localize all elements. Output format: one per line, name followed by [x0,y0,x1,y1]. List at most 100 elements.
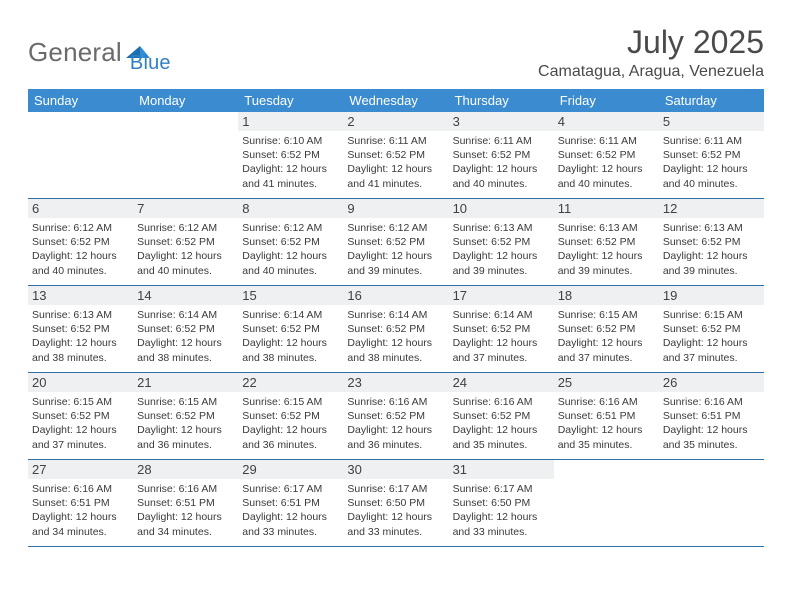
day-cell: 28Sunrise: 6:16 AMSunset: 6:51 PMDayligh… [133,460,238,546]
sunset-text: Sunset: 6:52 PM [558,322,655,336]
day-number: 31 [449,460,554,479]
day-info: Sunrise: 6:16 AMSunset: 6:52 PMDaylight:… [453,395,550,452]
sunrise-text: Sunrise: 6:15 AM [242,395,339,409]
week-row: 20Sunrise: 6:15 AMSunset: 6:52 PMDayligh… [28,373,764,460]
sunset-text: Sunset: 6:50 PM [347,496,444,510]
day-cell: 20Sunrise: 6:15 AMSunset: 6:52 PMDayligh… [28,373,133,459]
day-cell [133,112,238,198]
calendar: Sunday Monday Tuesday Wednesday Thursday… [28,89,764,547]
day-info: Sunrise: 6:17 AMSunset: 6:50 PMDaylight:… [347,482,444,539]
daylight-text: Daylight: 12 hours and 38 minutes. [347,336,444,364]
day-cell [554,460,659,546]
sunrise-text: Sunrise: 6:12 AM [32,221,129,235]
sunrise-text: Sunrise: 6:16 AM [663,395,760,409]
daylight-text: Daylight: 12 hours and 37 minutes. [663,336,760,364]
day-info: Sunrise: 6:12 AMSunset: 6:52 PMDaylight:… [242,221,339,278]
sunset-text: Sunset: 6:52 PM [242,322,339,336]
sunrise-text: Sunrise: 6:11 AM [453,134,550,148]
weekday-header: Tuesday [238,89,343,112]
day-info: Sunrise: 6:15 AMSunset: 6:52 PMDaylight:… [663,308,760,365]
sunset-text: Sunset: 6:52 PM [347,235,444,249]
sunrise-text: Sunrise: 6:17 AM [347,482,444,496]
day-cell: 31Sunrise: 6:17 AMSunset: 6:50 PMDayligh… [449,460,554,546]
sunrise-text: Sunrise: 6:10 AM [242,134,339,148]
day-number: 29 [238,460,343,479]
weekday-header: Sunday [28,89,133,112]
sunset-text: Sunset: 6:52 PM [558,235,655,249]
sunrise-text: Sunrise: 6:16 AM [558,395,655,409]
day-number: 2 [343,112,448,131]
sunrise-text: Sunrise: 6:12 AM [137,221,234,235]
sunset-text: Sunset: 6:52 PM [453,148,550,162]
weekday-header-row: Sunday Monday Tuesday Wednesday Thursday… [28,89,764,112]
day-number: 18 [554,286,659,305]
day-info: Sunrise: 6:15 AMSunset: 6:52 PMDaylight:… [242,395,339,452]
sunrise-text: Sunrise: 6:14 AM [347,308,444,322]
sunrise-text: Sunrise: 6:12 AM [242,221,339,235]
day-info: Sunrise: 6:12 AMSunset: 6:52 PMDaylight:… [32,221,129,278]
sunset-text: Sunset: 6:52 PM [137,409,234,423]
day-number: 16 [343,286,448,305]
day-cell: 27Sunrise: 6:16 AMSunset: 6:51 PMDayligh… [28,460,133,546]
day-number: 27 [28,460,133,479]
day-cell: 25Sunrise: 6:16 AMSunset: 6:51 PMDayligh… [554,373,659,459]
sunrise-text: Sunrise: 6:16 AM [137,482,234,496]
day-cell: 14Sunrise: 6:14 AMSunset: 6:52 PMDayligh… [133,286,238,372]
sunrise-text: Sunrise: 6:16 AM [347,395,444,409]
day-number: 13 [28,286,133,305]
day-info: Sunrise: 6:16 AMSunset: 6:51 PMDaylight:… [137,482,234,539]
sunset-text: Sunset: 6:52 PM [137,322,234,336]
daylight-text: Daylight: 12 hours and 33 minutes. [453,510,550,538]
daylight-text: Daylight: 12 hours and 39 minutes. [558,249,655,277]
brand-logo: General Blue [28,30,171,75]
day-info: Sunrise: 6:15 AMSunset: 6:52 PMDaylight:… [32,395,129,452]
day-number: 26 [659,373,764,392]
weekday-header: Monday [133,89,238,112]
day-cell: 2Sunrise: 6:11 AMSunset: 6:52 PMDaylight… [343,112,448,198]
sunset-text: Sunset: 6:52 PM [347,148,444,162]
sunset-text: Sunset: 6:52 PM [347,409,444,423]
sunset-text: Sunset: 6:52 PM [453,322,550,336]
daylight-text: Daylight: 12 hours and 37 minutes. [558,336,655,364]
location-subtitle: Camatagua, Aragua, Venezuela [538,63,764,81]
sunrise-text: Sunrise: 6:14 AM [242,308,339,322]
daylight-text: Daylight: 12 hours and 33 minutes. [347,510,444,538]
daylight-text: Daylight: 12 hours and 40 minutes. [32,249,129,277]
sunrise-text: Sunrise: 6:13 AM [558,221,655,235]
day-cell: 13Sunrise: 6:13 AMSunset: 6:52 PMDayligh… [28,286,133,372]
day-cell: 5Sunrise: 6:11 AMSunset: 6:52 PMDaylight… [659,112,764,198]
sunrise-text: Sunrise: 6:15 AM [32,395,129,409]
weeks-container: 1Sunrise: 6:10 AMSunset: 6:52 PMDaylight… [28,112,764,547]
sunset-text: Sunset: 6:51 PM [242,496,339,510]
weekday-header: Friday [554,89,659,112]
day-info: Sunrise: 6:12 AMSunset: 6:52 PMDaylight:… [137,221,234,278]
daylight-text: Daylight: 12 hours and 35 minutes. [558,423,655,451]
day-cell: 7Sunrise: 6:12 AMSunset: 6:52 PMDaylight… [133,199,238,285]
day-cell: 4Sunrise: 6:11 AMSunset: 6:52 PMDaylight… [554,112,659,198]
sunset-text: Sunset: 6:52 PM [242,148,339,162]
sunset-text: Sunset: 6:51 PM [137,496,234,510]
daylight-text: Daylight: 12 hours and 34 minutes. [32,510,129,538]
day-cell: 1Sunrise: 6:10 AMSunset: 6:52 PMDaylight… [238,112,343,198]
day-number: 30 [343,460,448,479]
brand-general: General [28,37,122,68]
day-number: 10 [449,199,554,218]
week-row: 27Sunrise: 6:16 AMSunset: 6:51 PMDayligh… [28,460,764,547]
day-number: 21 [133,373,238,392]
daylight-text: Daylight: 12 hours and 35 minutes. [663,423,760,451]
daylight-text: Daylight: 12 hours and 41 minutes. [347,162,444,190]
daylight-text: Daylight: 12 hours and 40 minutes. [558,162,655,190]
sunrise-text: Sunrise: 6:13 AM [32,308,129,322]
day-info: Sunrise: 6:13 AMSunset: 6:52 PMDaylight:… [453,221,550,278]
day-number: 3 [449,112,554,131]
day-cell [659,460,764,546]
day-cell: 23Sunrise: 6:16 AMSunset: 6:52 PMDayligh… [343,373,448,459]
day-number: 11 [554,199,659,218]
daylight-text: Daylight: 12 hours and 38 minutes. [242,336,339,364]
weekday-header: Saturday [659,89,764,112]
day-number: 15 [238,286,343,305]
day-info: Sunrise: 6:13 AMSunset: 6:52 PMDaylight:… [663,221,760,278]
sunrise-text: Sunrise: 6:14 AM [137,308,234,322]
daylight-text: Daylight: 12 hours and 39 minutes. [663,249,760,277]
sunrise-text: Sunrise: 6:13 AM [453,221,550,235]
